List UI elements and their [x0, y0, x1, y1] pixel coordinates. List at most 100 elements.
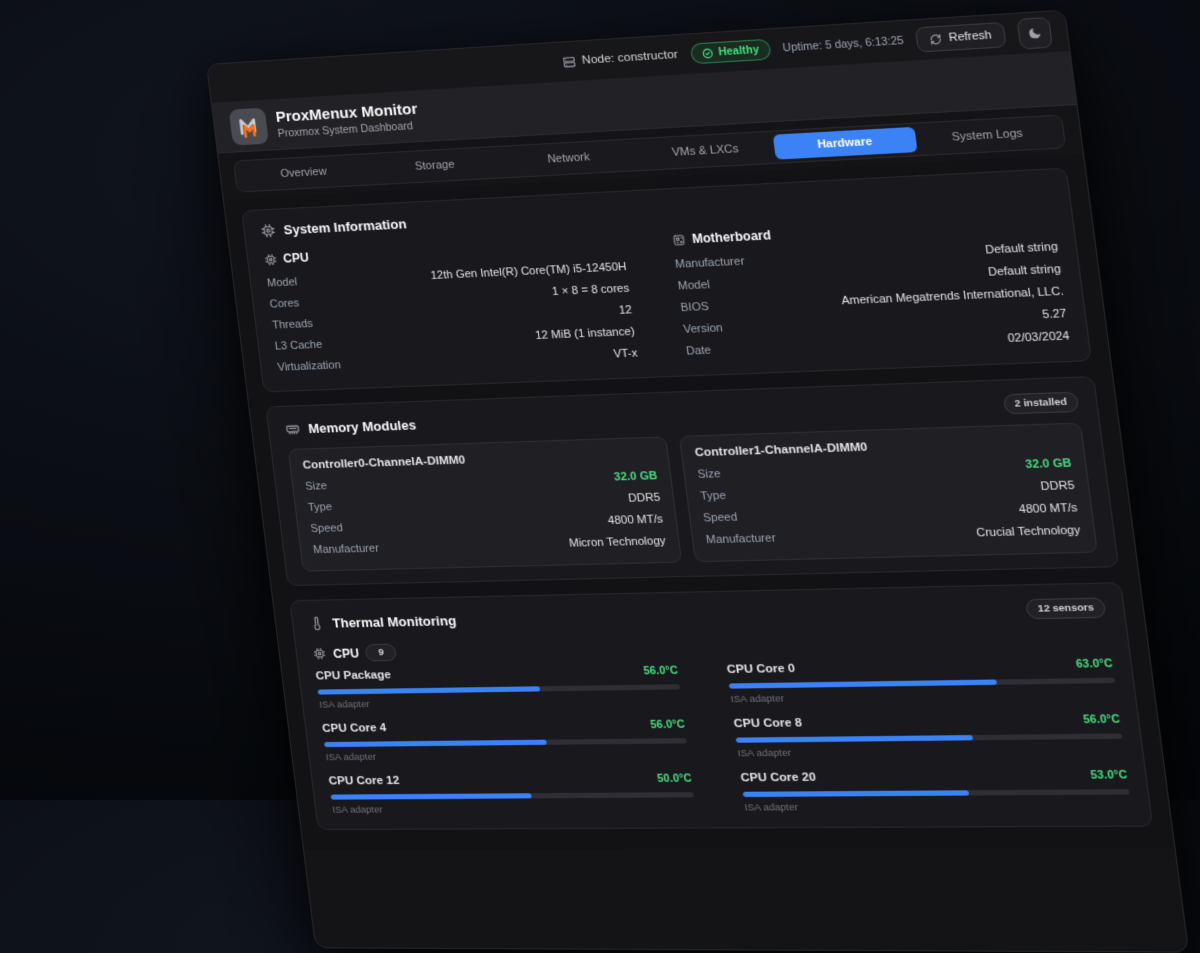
- sensor-adapter: ISA adapter: [743, 801, 799, 814]
- sensor-grid: CPU Package 56.0°C ISA adapter CPU Core 0…: [315, 657, 1132, 816]
- row-label: Speed: [702, 510, 739, 525]
- row-label: Type: [699, 489, 727, 503]
- refresh-icon: [929, 33, 943, 45]
- sensor-name: CPU Core 0: [726, 662, 796, 677]
- row-value: 4800 MT/s: [607, 512, 664, 527]
- row-label: Type: [307, 500, 333, 514]
- row-value: 02/03/2024: [1006, 329, 1071, 345]
- temp-bar-fill: [330, 793, 532, 800]
- node-indicator: Node: constructor: [561, 48, 679, 68]
- cpu-chip-icon: [260, 223, 277, 239]
- content-area: System Information CPU Model 12th Gen Int…: [223, 153, 1175, 851]
- health-badge: Healthy: [689, 38, 772, 65]
- sensor-adapter: ISA adapter: [331, 804, 384, 816]
- sensor-name: CPU Core 12: [328, 774, 401, 788]
- temp-bar-track: [317, 684, 681, 695]
- temp-bar-fill: [742, 790, 969, 798]
- sensor-temp: 63.0°C: [1075, 657, 1114, 671]
- temp-bar-track: [742, 789, 1130, 798]
- memory-module-card: Controller1-ChannelA-DIMM0 Size 32.0 GB T…: [678, 422, 1098, 563]
- temp-bar-track: [735, 733, 1123, 743]
- cpu-info-column: CPU Model 12th Gen Intel(R) Core(TM) i5-1…: [263, 231, 639, 378]
- temp-bar-track: [323, 738, 688, 748]
- health-label: Healthy: [717, 43, 760, 59]
- row-value: 5.27: [1041, 307, 1068, 321]
- group-count-badge: 9: [364, 643, 398, 662]
- row-value: 32.0 GB: [613, 469, 659, 484]
- row-value: DDR5: [627, 491, 661, 505]
- theme-toggle-button[interactable]: [1016, 16, 1053, 50]
- app-header: ProxMenux Monitor Proxmox System Dashboa…: [211, 51, 1077, 154]
- app-title-block: ProxMenux Monitor Proxmox System Dashboa…: [275, 101, 420, 140]
- row-label: Date: [685, 343, 712, 358]
- sensor-name: CPU Core 4: [321, 722, 388, 735]
- uptime-label: Uptime: 5 days, 6:13:25: [782, 34, 905, 55]
- row-label: Model: [266, 275, 298, 290]
- row-label: L3 Cache: [274, 338, 323, 353]
- row-label: Virtualization: [276, 358, 342, 374]
- proxmenux-logo-icon: [228, 107, 269, 146]
- thermal-monitoring-card: Thermal Monitoring 12 sensors CPU 9 CPU …: [289, 582, 1154, 831]
- refresh-button[interactable]: Refresh: [915, 21, 1007, 53]
- row-label: BIOS: [679, 300, 710, 314]
- sensor-name: CPU Core 20: [739, 771, 817, 785]
- sensor-adapter: ISA adapter: [729, 693, 785, 706]
- sensor-temp: 56.0°C: [649, 718, 686, 732]
- section-title: System Information: [282, 216, 408, 238]
- tab-system-logs[interactable]: System Logs: [951, 127, 1024, 144]
- row-label: Threads: [271, 317, 314, 332]
- row-label: Manufacturer: [705, 531, 777, 546]
- row-value: 12: [618, 303, 633, 317]
- row-value: 4800 MT/s: [1018, 501, 1079, 516]
- memory-module-card: Controller0-ChannelA-DIMM0 Size 32.0 GB T…: [287, 436, 683, 572]
- tab-hardware[interactable]: Hardware: [773, 126, 918, 160]
- moon-icon: [1027, 25, 1043, 40]
- tilted-scene: Node: constructor Healthy Uptime: 5 days…: [206, 9, 1190, 953]
- sensor-row: CPU Package 56.0°C ISA adapter: [315, 664, 682, 711]
- row-label: Version: [682, 321, 724, 336]
- row-value: 12 MiB (1 instance): [534, 325, 636, 342]
- row-value: Default string: [984, 240, 1059, 257]
- memory-icon: [284, 421, 301, 437]
- memory-modules-card: Memory Modules 2 installed Controller0-C…: [265, 376, 1120, 587]
- row-label: Size: [696, 467, 722, 481]
- sensor-temp: 53.0°C: [1089, 768, 1129, 782]
- thermal-cpu-group-header: CPU 9: [312, 631, 1111, 663]
- row-value: DDR5: [1039, 478, 1076, 493]
- sensor-row: CPU Core 4 56.0°C ISA adapter: [322, 718, 690, 763]
- temp-bar-fill: [317, 686, 541, 695]
- row-value: 1 × 8 = 8 cores: [551, 281, 630, 298]
- row-value: VT-x: [612, 346, 639, 361]
- sensor-row: CPU Core 12 50.0°C ISA adapter: [328, 772, 696, 816]
- temp-bar-fill: [735, 735, 974, 743]
- cpu-chip-icon: [263, 252, 278, 266]
- row-value: Micron Technology: [568, 534, 667, 550]
- cpu-subtitle: CPU: [282, 250, 310, 266]
- tab-overview[interactable]: Overview: [279, 165, 328, 181]
- motherboard-info-column: Motherboard Manufacturer Default string M…: [671, 210, 1071, 362]
- dashboard-window: Node: constructor Healthy Uptime: 5 days…: [206, 9, 1190, 953]
- row-label: Manufacturer: [312, 541, 380, 556]
- tab-network[interactable]: Network: [546, 151, 591, 166]
- sensor-name: CPU Package: [315, 669, 392, 683]
- server-icon: [561, 54, 576, 68]
- thermometer-icon: [308, 616, 325, 631]
- sensor-adapter: ISA adapter: [736, 747, 792, 760]
- temp-bar-fill: [323, 739, 547, 748]
- row-value: Default string: [987, 262, 1062, 279]
- sensor-adapter: ISA adapter: [318, 698, 371, 711]
- section-title: Memory Modules: [307, 417, 417, 437]
- sensor-row: CPU Core 0 63.0°C ISA adapter: [726, 657, 1117, 705]
- sensor-adapter: ISA adapter: [325, 751, 377, 764]
- row-label: Model: [677, 278, 711, 293]
- temp-bar-fill: [728, 679, 998, 689]
- tab-vms-lxcs[interactable]: VMs & LXCs: [671, 142, 740, 159]
- temp-bar-track: [330, 792, 694, 800]
- motherboard-icon: [671, 233, 687, 247]
- tab-storage[interactable]: Storage: [414, 158, 456, 173]
- check-circle-icon: [701, 47, 714, 59]
- row-value: 32.0 GB: [1024, 456, 1073, 471]
- row-label: Size: [304, 479, 328, 493]
- node-label: Node: constructor: [581, 48, 679, 67]
- installed-count-badge: 2 installed: [1002, 391, 1080, 415]
